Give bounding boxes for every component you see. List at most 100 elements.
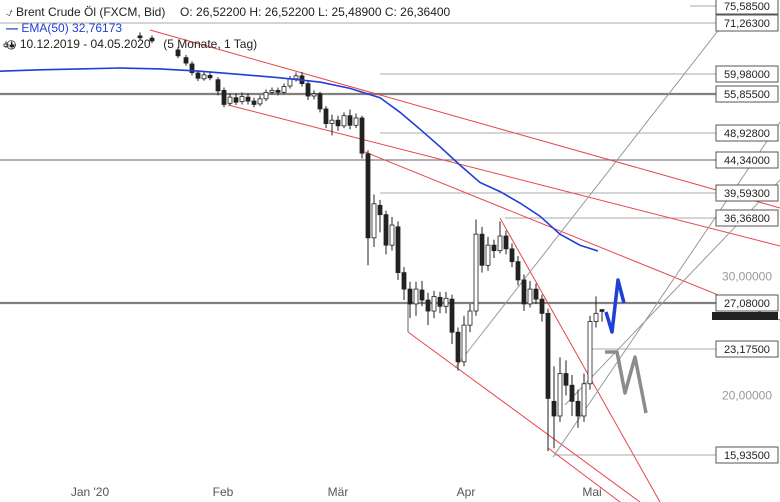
candle bbox=[455, 327, 461, 371]
candle-body bbox=[227, 96, 233, 104]
price-label: 15,93500 bbox=[724, 450, 770, 462]
candle-body bbox=[175, 49, 181, 57]
candle-body bbox=[281, 86, 287, 93]
candle bbox=[359, 115, 365, 159]
x-tick-label: Mai bbox=[582, 485, 601, 499]
candle bbox=[443, 291, 449, 314]
candle bbox=[377, 199, 383, 233]
x-axis-labels: Jan '20 Feb Mär Apr Mai bbox=[71, 485, 602, 499]
candle bbox=[557, 357, 563, 422]
price-label: 59,98000 bbox=[724, 69, 770, 81]
grey-forecast-path bbox=[605, 350, 648, 414]
trend-lines bbox=[149, 0, 780, 502]
candle-body bbox=[533, 288, 539, 300]
candle bbox=[9, 42, 15, 49]
period-text: (5 Monate, 1 Tag) bbox=[163, 37, 258, 51]
candle bbox=[275, 87, 281, 96]
candles bbox=[3, 32, 605, 452]
candle-body bbox=[293, 75, 299, 80]
price-label: 48,92800 bbox=[724, 128, 770, 140]
candle-body bbox=[461, 324, 467, 363]
candle-body bbox=[575, 400, 581, 417]
candle bbox=[305, 81, 311, 100]
candle bbox=[257, 95, 263, 107]
price-label-box bbox=[715, 0, 779, 15]
candle-body bbox=[419, 289, 425, 301]
price-label-box bbox=[715, 294, 779, 312]
candle bbox=[569, 374, 575, 416]
candle bbox=[263, 89, 269, 102]
candle bbox=[407, 281, 413, 319]
candle-body bbox=[233, 97, 239, 103]
candle bbox=[323, 106, 329, 129]
candle bbox=[287, 75, 293, 89]
candle-body bbox=[485, 244, 491, 266]
candle-body bbox=[377, 204, 383, 216]
candle bbox=[189, 61, 195, 76]
date-range: 10.12.2019 - 04.05.2020 bbox=[19, 37, 151, 51]
candle-body bbox=[383, 214, 389, 246]
price-label-box bbox=[715, 209, 779, 227]
candle bbox=[281, 83, 287, 95]
candle bbox=[137, 32, 143, 41]
candle-body bbox=[353, 117, 359, 126]
candle bbox=[395, 221, 401, 280]
candle bbox=[593, 296, 599, 328]
blue-forecast-arrow bbox=[604, 278, 626, 334]
candle bbox=[449, 294, 455, 344]
candle-body bbox=[149, 37, 155, 42]
candle-body bbox=[587, 321, 593, 385]
candle bbox=[431, 290, 437, 319]
candle bbox=[365, 150, 371, 266]
price-label-box bbox=[715, 446, 779, 464]
candle-body bbox=[437, 296, 443, 307]
candle-body bbox=[581, 383, 587, 417]
candle-body bbox=[509, 248, 515, 263]
candle-body bbox=[137, 35, 143, 39]
candle bbox=[527, 280, 533, 308]
candle-body bbox=[551, 400, 557, 417]
ohlc-values: O: 26,52200 H: 26,52200 L: 25,48900 C: 2… bbox=[180, 5, 451, 19]
candle-body bbox=[311, 93, 317, 97]
candle bbox=[233, 93, 239, 106]
instrument-name: Brent Crude Öl (FXCM, Bid) bbox=[15, 5, 166, 19]
instrument-line: ⍻ Brent Crude Öl (FXCM, Bid) O: 26,52200… bbox=[6, 5, 450, 20]
candle bbox=[545, 308, 551, 452]
candle-body bbox=[365, 153, 371, 239]
ema-line bbox=[0, 67, 599, 252]
candle bbox=[221, 87, 227, 108]
candle bbox=[215, 77, 221, 96]
candle-body bbox=[251, 100, 257, 105]
ema-label: EMA(50) bbox=[21, 21, 69, 35]
x-tick-label: Mär bbox=[328, 485, 349, 499]
candle bbox=[317, 91, 323, 113]
channel-line bbox=[149, 29, 780, 209]
candle-body bbox=[431, 296, 437, 312]
candle-body bbox=[557, 373, 563, 417]
candle bbox=[413, 281, 419, 316]
candle bbox=[371, 194, 377, 247]
candle bbox=[383, 210, 389, 255]
candle-body bbox=[413, 288, 419, 305]
price-label: 55,85500 bbox=[724, 89, 770, 101]
candle-body bbox=[407, 288, 413, 305]
channel-line bbox=[364, 151, 780, 321]
candle-body bbox=[183, 57, 189, 64]
candle-body bbox=[467, 310, 473, 326]
last-price-marker bbox=[712, 312, 778, 320]
candle bbox=[491, 239, 497, 258]
candle bbox=[311, 90, 317, 100]
candle bbox=[437, 291, 443, 314]
candle bbox=[461, 315, 467, 367]
price-label: 39,59300 bbox=[724, 188, 770, 200]
candle bbox=[401, 267, 407, 301]
candle-body bbox=[257, 98, 263, 105]
price-label-box bbox=[715, 151, 779, 169]
channel-line bbox=[499, 217, 661, 502]
fan-line bbox=[552, 121, 780, 458]
candle bbox=[485, 236, 491, 271]
candle bbox=[207, 72, 213, 81]
candle-body bbox=[599, 309, 605, 312]
price-labels: 75,58500 71,26300 59,98000 55,85500 48,92800… bbox=[715, 0, 779, 464]
